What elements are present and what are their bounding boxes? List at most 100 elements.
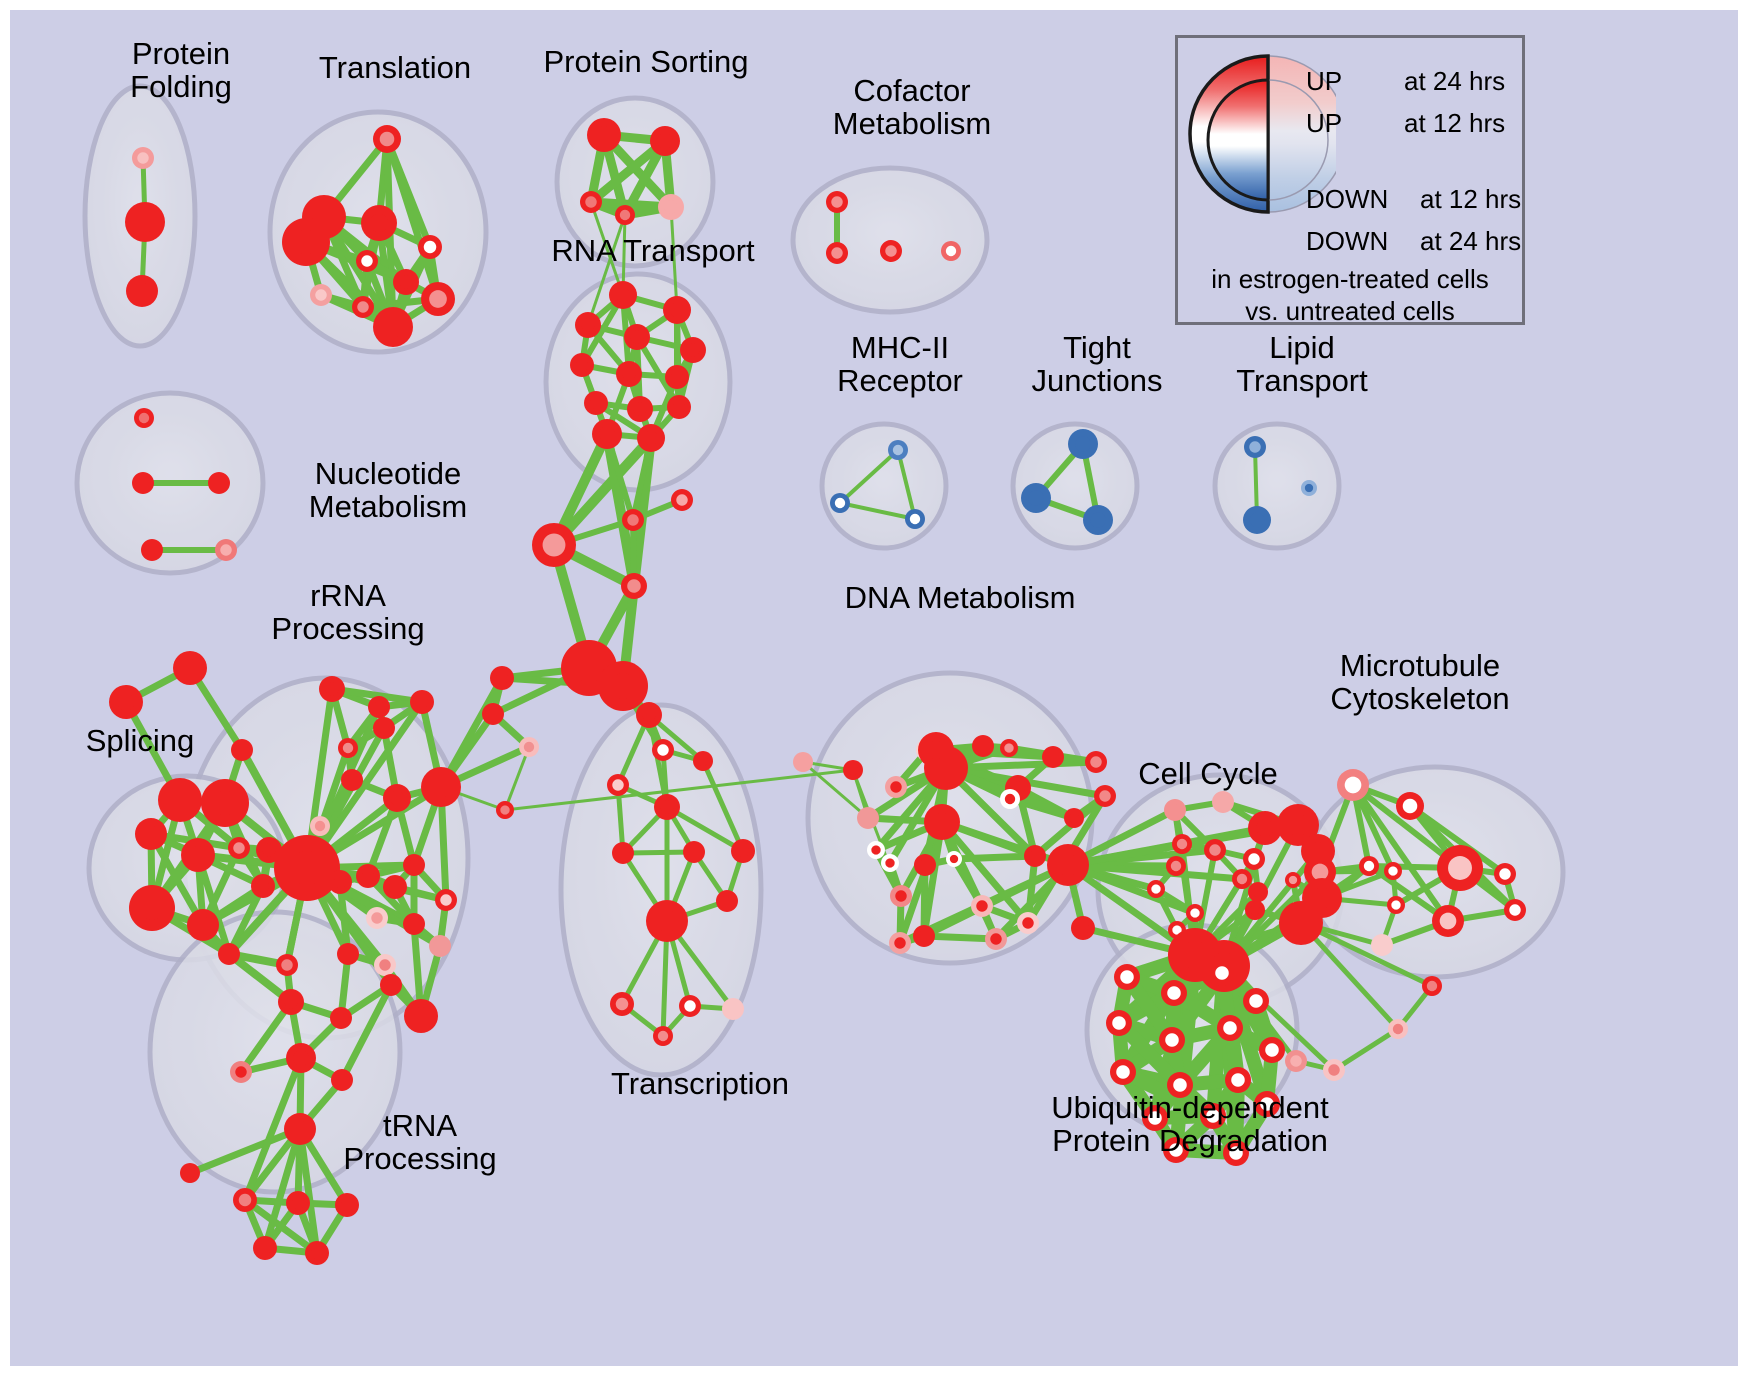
network-node[interactable] <box>421 767 461 807</box>
network-node[interactable] <box>637 424 665 452</box>
network-node[interactable] <box>1209 960 1235 986</box>
network-node[interactable] <box>352 296 374 318</box>
network-node[interactable] <box>570 353 594 377</box>
network-node[interactable] <box>880 240 902 262</box>
network-node[interactable] <box>1217 1015 1243 1041</box>
network-node[interactable] <box>607 774 629 796</box>
network-node[interactable] <box>410 690 434 714</box>
network-node[interactable] <box>793 752 813 772</box>
network-node[interactable] <box>532 523 576 567</box>
network-node[interactable] <box>1337 769 1369 801</box>
network-node[interactable] <box>187 909 219 941</box>
network-node[interactable] <box>1388 1019 1408 1039</box>
network-node[interactable] <box>1225 1067 1251 1093</box>
network-node[interactable] <box>1387 896 1405 914</box>
network-node[interactable] <box>403 854 425 876</box>
network-node[interactable] <box>652 739 674 761</box>
network-node[interactable] <box>310 816 330 836</box>
network-node[interactable] <box>141 539 163 561</box>
network-node[interactable] <box>368 696 390 718</box>
network-node[interactable] <box>1504 899 1526 921</box>
network-node[interactable] <box>341 769 363 791</box>
network-node[interactable] <box>1000 739 1018 757</box>
network-node[interactable] <box>1432 905 1464 937</box>
network-node[interactable] <box>366 907 388 929</box>
network-node[interactable] <box>598 661 648 711</box>
network-node[interactable] <box>201 779 249 827</box>
network-node[interactable] <box>374 954 396 976</box>
network-node[interactable] <box>826 242 848 264</box>
network-node[interactable] <box>616 361 642 387</box>
network-node[interactable] <box>208 472 230 494</box>
network-node[interactable] <box>404 999 438 1033</box>
network-node[interactable] <box>1161 980 1187 1006</box>
network-node[interactable] <box>650 126 680 156</box>
network-node[interactable] <box>612 842 634 864</box>
network-node[interactable] <box>1142 1105 1168 1131</box>
network-node[interactable] <box>918 732 954 768</box>
network-node[interactable] <box>587 118 621 152</box>
network-node[interactable] <box>251 874 275 898</box>
network-node[interactable] <box>1223 1140 1249 1166</box>
network-node[interactable] <box>418 235 442 259</box>
network-node[interactable] <box>1186 904 1204 922</box>
network-node[interactable] <box>1147 880 1165 898</box>
network-node[interactable] <box>1085 751 1107 773</box>
network-node[interactable] <box>885 776 907 798</box>
network-node[interactable] <box>135 818 167 850</box>
network-node[interactable] <box>383 875 407 899</box>
network-node[interactable] <box>941 241 961 261</box>
network-node[interactable] <box>830 493 850 513</box>
network-node[interactable] <box>1243 988 1269 1014</box>
network-node[interactable] <box>338 738 358 758</box>
network-node[interactable] <box>653 1026 673 1046</box>
network-node[interactable] <box>253 1236 277 1260</box>
network-node[interactable] <box>256 837 282 863</box>
network-node[interactable] <box>1437 845 1483 891</box>
network-node[interactable] <box>1166 856 1186 876</box>
network-node[interactable] <box>722 998 744 1020</box>
network-node[interactable] <box>1285 872 1301 888</box>
network-node[interactable] <box>215 539 237 561</box>
network-node[interactable] <box>1021 483 1051 513</box>
network-node[interactable] <box>624 324 650 350</box>
network-node[interactable] <box>1204 839 1226 861</box>
network-node[interactable] <box>134 408 154 428</box>
network-node[interactable] <box>972 735 994 757</box>
network-node[interactable] <box>622 509 644 531</box>
network-node[interactable] <box>1071 916 1095 940</box>
network-node[interactable] <box>435 889 457 911</box>
network-node[interactable] <box>361 205 397 241</box>
network-node[interactable] <box>1254 1091 1280 1117</box>
network-node[interactable] <box>592 419 622 449</box>
network-node[interactable] <box>356 864 380 888</box>
network-node[interactable] <box>1396 792 1424 820</box>
network-node[interactable] <box>218 943 240 965</box>
network-node[interactable] <box>1384 862 1402 880</box>
network-node[interactable] <box>278 989 304 1015</box>
network-node[interactable] <box>482 703 504 725</box>
network-node[interactable] <box>679 995 701 1017</box>
network-node[interactable] <box>610 992 634 1016</box>
network-node[interactable] <box>888 440 908 460</box>
network-node[interactable] <box>233 1188 257 1212</box>
network-node[interactable] <box>924 804 960 840</box>
network-node[interactable] <box>1248 811 1282 845</box>
network-node[interactable] <box>731 839 755 863</box>
network-node[interactable] <box>1164 799 1186 821</box>
network-node[interactable] <box>403 913 425 935</box>
network-node[interactable] <box>383 784 411 812</box>
network-node[interactable] <box>890 885 912 907</box>
network-node[interactable] <box>421 282 455 316</box>
network-node[interactable] <box>1064 808 1084 828</box>
network-node[interactable] <box>228 837 250 859</box>
network-node[interactable] <box>1259 1037 1285 1063</box>
network-node[interactable] <box>129 885 175 931</box>
network-node[interactable] <box>335 1193 359 1217</box>
network-node[interactable] <box>1042 746 1064 768</box>
network-node[interactable] <box>826 191 848 213</box>
network-node[interactable] <box>331 1069 353 1091</box>
network-node[interactable] <box>286 1043 316 1073</box>
network-node[interactable] <box>373 307 413 347</box>
network-node[interactable] <box>905 509 925 529</box>
